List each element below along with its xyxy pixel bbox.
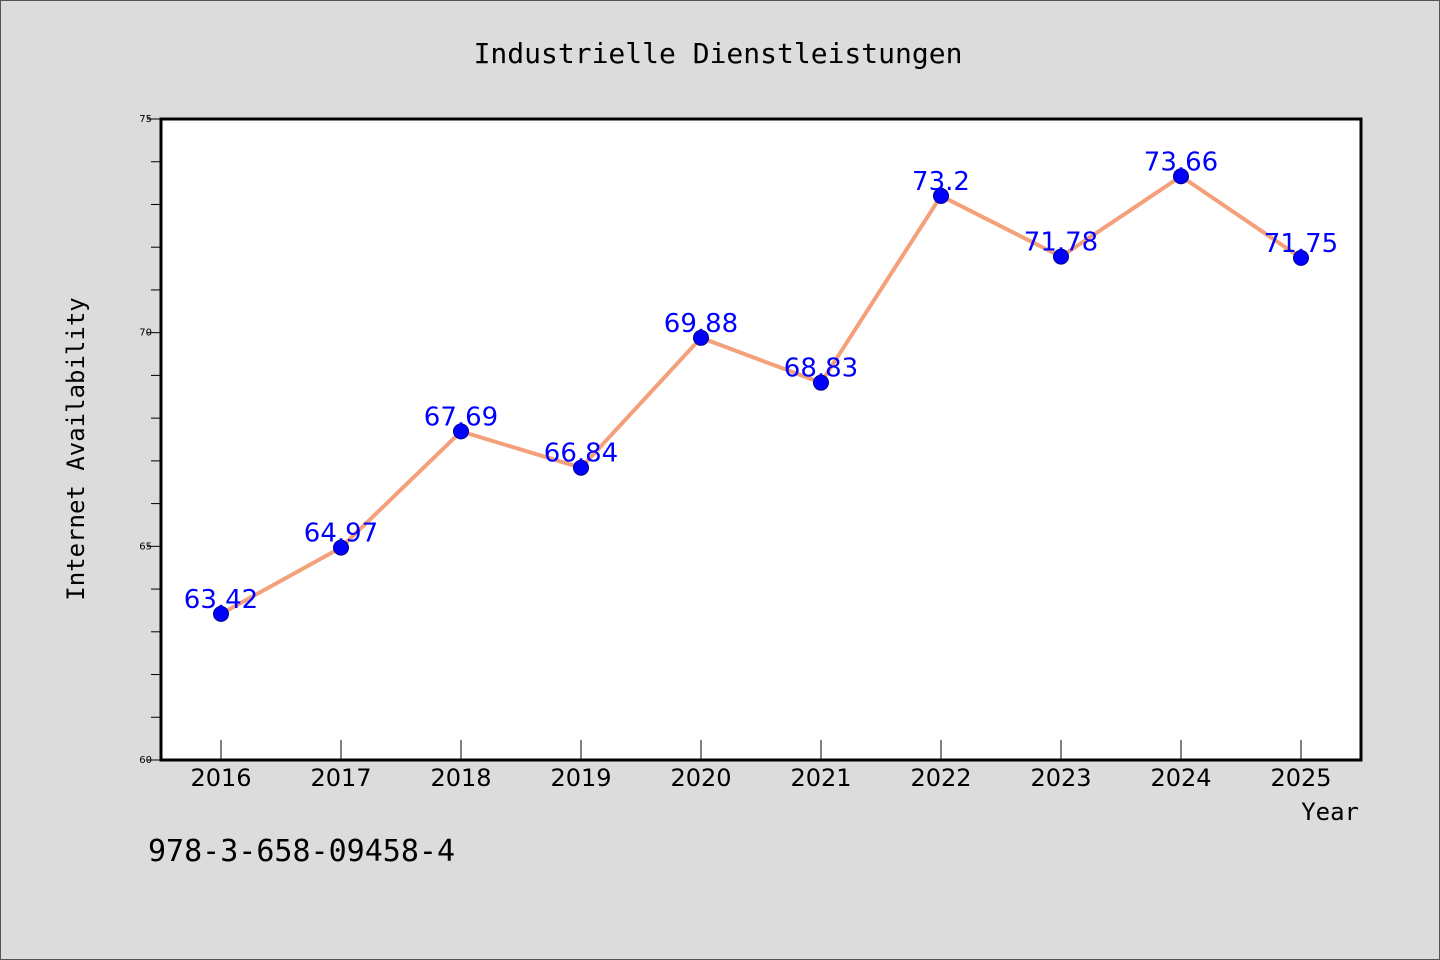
x-tick-label: 2025 xyxy=(1270,764,1331,792)
data-point xyxy=(573,459,589,476)
x-axis-label: Year xyxy=(1301,798,1359,826)
data-label: 71.75 xyxy=(1264,229,1338,259)
isbn-text: 978-3-658-09458-4 xyxy=(148,834,456,869)
x-tick-label: 2018 xyxy=(430,764,491,792)
y-axis: 60 65 70 75 xyxy=(139,114,161,766)
data-label: 64.97 xyxy=(304,519,378,549)
data-point xyxy=(813,374,829,391)
x-axis: 2016 2017 2018 2019 2020 2021 2022 2023 2024 2025 xyxy=(190,740,1332,792)
data-point xyxy=(453,423,469,440)
x-tick-label: 2021 xyxy=(790,764,851,792)
data-point xyxy=(933,187,949,204)
y-axis-label: Internet Availability xyxy=(62,297,90,600)
x-tick-label: 2019 xyxy=(550,764,611,792)
data-label-group: 63.42 64.97 67.69 66.84 69.88 68.83 73.2 71.78 7… xyxy=(184,147,1338,615)
data-point xyxy=(1173,168,1189,185)
data-point xyxy=(693,329,709,346)
data-label: 73.66 xyxy=(1144,147,1218,177)
y-tick-label: 70 xyxy=(139,328,152,339)
x-tick-label: 2020 xyxy=(670,764,731,792)
x-tick-label: 2024 xyxy=(1150,764,1211,792)
chart-title: Industrielle Dienstleistungen xyxy=(474,37,963,70)
x-tick-label: 2016 xyxy=(190,764,251,792)
data-label: 66.84 xyxy=(544,439,618,469)
series-line xyxy=(220,174,1303,616)
data-label: 67.69 xyxy=(424,402,498,432)
data-label: 71.78 xyxy=(1024,228,1098,258)
data-label: 73.2 xyxy=(912,167,970,197)
series-group xyxy=(213,168,1309,622)
data-point xyxy=(333,539,349,556)
data-label: 68.83 xyxy=(784,354,858,384)
x-tick-label: 2017 xyxy=(310,764,371,792)
data-point xyxy=(1053,248,1069,265)
x-tick-label: 2023 xyxy=(1030,764,1091,792)
y-tick-label: 60 xyxy=(139,755,152,766)
data-label: 63.42 xyxy=(184,585,258,615)
data-point xyxy=(213,605,229,622)
data-point xyxy=(1293,249,1309,266)
y-tick-label: 65 xyxy=(139,541,152,552)
plot-area xyxy=(159,117,1363,762)
y-tick-label: 75 xyxy=(139,114,152,125)
x-tick-label: 2022 xyxy=(910,764,971,792)
data-label: 69.88 xyxy=(664,309,738,339)
